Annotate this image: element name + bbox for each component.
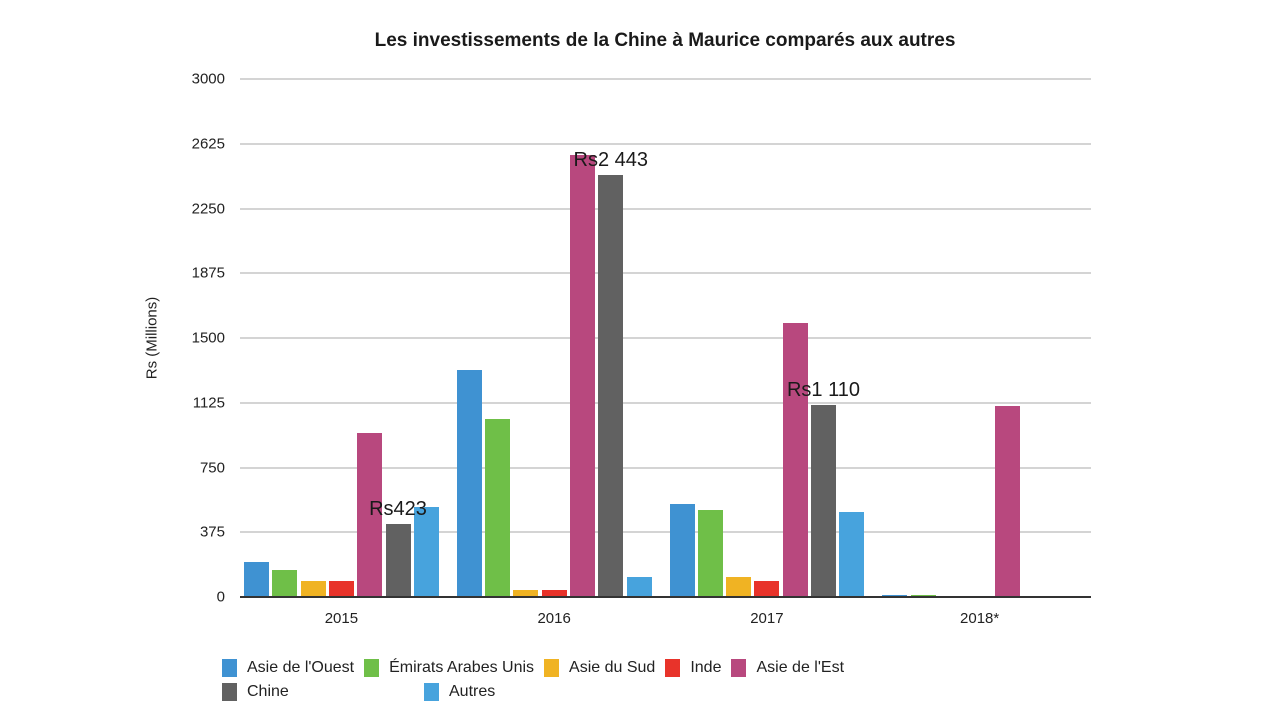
data-label: Rs423	[369, 497, 427, 520]
bar-asie-du-sud-2017	[726, 576, 752, 597]
y-tick-label: 1500	[191, 329, 225, 347]
gridline	[240, 142, 1091, 145]
legend-item: Autres	[424, 683, 495, 701]
legend-label: Asie du Sud	[569, 659, 656, 676]
x-axis-line	[240, 596, 1091, 598]
legend-swatch-icon	[424, 683, 439, 701]
x-tick-label: 2015	[324, 610, 359, 627]
bar-asie-de-l-ouest-2018	[882, 594, 908, 597]
gridline	[240, 337, 1091, 339]
legend-row: Asie de l'Ouest Émirats Arabes Unis Asie d…	[222, 656, 854, 680]
bar--mirats-arabes-unis-2017	[697, 509, 723, 597]
bar-asie-du-sud-2016	[513, 590, 539, 597]
legend-label: Émirats Arabes Unis	[389, 659, 535, 676]
legend-label: Chine	[247, 683, 289, 700]
bar-chine-2016	[598, 175, 624, 597]
gridline	[240, 272, 1091, 275]
x-tick-label: 2018*	[960, 610, 1000, 627]
legend-item: Inde	[665, 659, 721, 677]
bar-autres-2016	[626, 576, 652, 597]
legend-row: Chine Autres	[222, 680, 854, 704]
legend-label: Autres	[449, 683, 496, 700]
legend-swatch-icon	[544, 659, 560, 677]
legend-item: Émirats Arabes Unis	[364, 659, 534, 677]
y-tick-label: 375	[199, 523, 225, 541]
bar-asie-de-l-est-2018	[995, 406, 1021, 597]
bar-asie-de-l-est-2017	[782, 322, 808, 597]
bar--mirats-arabes-unis-2018	[910, 594, 936, 597]
legend-swatch-icon	[731, 659, 747, 677]
bar-inde-2017	[754, 580, 780, 597]
bar-asie-de-l-est-2016	[569, 154, 595, 597]
bar-asie-de-l-ouest-2015	[244, 561, 269, 597]
x-tick-label: 2017	[750, 610, 784, 627]
legend-item: Asie de l'Ouest	[222, 659, 354, 677]
gridline	[240, 401, 1091, 404]
legend-label: Asie de l'Est	[756, 659, 845, 676]
y-tick-label: 1875	[191, 264, 225, 282]
data-label: Rs2 443	[573, 149, 649, 172]
y-tick-label: 2250	[191, 200, 225, 217]
legend-item: Asie du Sud	[544, 659, 655, 677]
bar-chine-2015	[385, 523, 411, 597]
legend-label: Inde	[690, 659, 722, 676]
bar--mirats-arabes-unis-2015	[272, 570, 298, 597]
bar-chine-2017	[811, 405, 836, 597]
y-tick-label: 1125	[192, 394, 225, 412]
bar--mirats-arabes-unis-2016	[485, 418, 511, 597]
y-tick-label: 2625	[191, 135, 225, 153]
x-tick-label: 2016	[537, 610, 571, 627]
y-tick-label: 3000	[191, 70, 225, 88]
bar-asie-de-l-ouest-2016	[456, 370, 482, 597]
legend-item: Chine	[222, 683, 414, 701]
bar-inde-2015	[328, 580, 354, 597]
legend-swatch-icon	[222, 659, 237, 677]
gridline	[240, 531, 1091, 534]
data-label: Rs1 110	[786, 379, 860, 402]
gridline	[240, 466, 1091, 469]
bar-autres-2017	[839, 512, 865, 597]
legend: Asie de l'Ouest Émirats Arabes Unis Asie d…	[222, 656, 854, 704]
bar-asie-du-sud-2015	[300, 580, 326, 597]
bar-inde-2016	[541, 590, 567, 597]
chart-title: Les investissements de la Chine à Mauric…	[374, 30, 956, 51]
gridline	[240, 78, 1091, 80]
y-tick-label: 750	[199, 459, 225, 476]
bar-autres-2015	[413, 507, 439, 597]
bar-asie-de-l-est-2015	[357, 432, 383, 597]
legend-item: Asie de l'Est	[731, 659, 844, 677]
y-tick-label: 0	[216, 588, 225, 606]
legend-label: Asie de l'Ouest	[247, 659, 355, 676]
legend-swatch-icon	[222, 683, 237, 701]
gridline	[240, 207, 1091, 210]
bar-asie-de-l-ouest-2017	[669, 504, 695, 597]
legend-swatch-icon	[665, 659, 681, 677]
legend-swatch-icon	[364, 659, 380, 677]
plot-area	[240, 78, 1091, 597]
